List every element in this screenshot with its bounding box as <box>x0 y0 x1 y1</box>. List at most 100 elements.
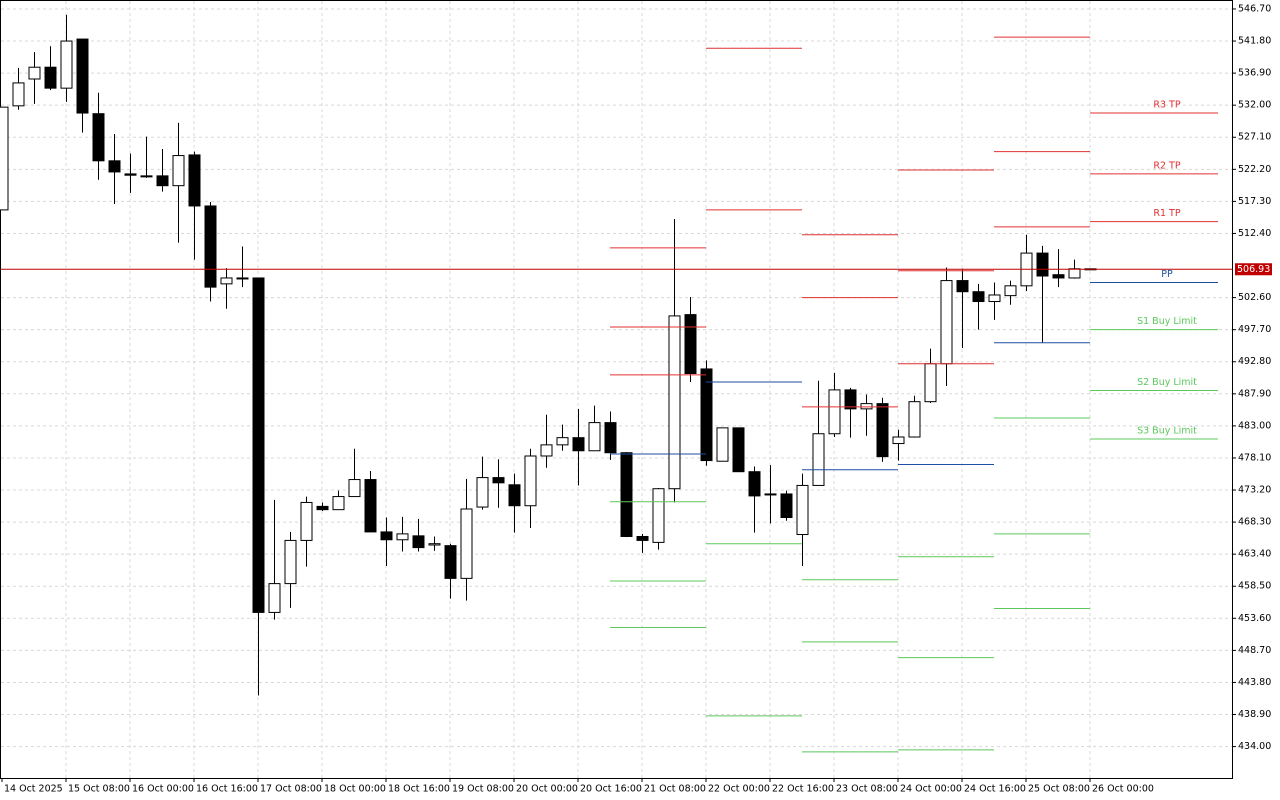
y-tick-label: 448.70 <box>1238 645 1271 656</box>
y-tick-label: 517.30 <box>1238 196 1271 207</box>
candle-body <box>476 477 489 508</box>
candle-body <box>988 294 1001 303</box>
candle-body <box>700 368 713 462</box>
candle-body <box>876 403 889 458</box>
x-tick-label: 22 Oct 00:00 <box>708 784 770 795</box>
candle-body <box>1052 274 1065 279</box>
candle-body <box>556 437 569 446</box>
candle-body <box>668 315 681 490</box>
plot-frame <box>0 0 1233 779</box>
candle-body <box>396 533 409 541</box>
candle-body <box>572 437 585 452</box>
y-tick-label: 497.70 <box>1238 324 1271 335</box>
candle-body <box>732 427 745 473</box>
candle-body <box>284 539 297 585</box>
y-tick-label: 546.70 <box>1238 3 1271 14</box>
candle-body <box>956 280 969 293</box>
candle-body <box>0 106 9 211</box>
candle-body <box>924 363 937 403</box>
candle-body <box>252 277 265 613</box>
y-tick-label: 492.80 <box>1238 356 1271 367</box>
candle-body <box>412 535 425 549</box>
candle-body <box>156 175 169 187</box>
y-tick-label: 502.60 <box>1238 292 1271 303</box>
candle-body <box>460 508 473 579</box>
candle-body <box>188 154 201 207</box>
x-tick-label: 22 Oct 16:00 <box>772 784 834 795</box>
candle-body <box>108 160 121 173</box>
candle-body <box>588 422 601 452</box>
candle-body <box>636 535 649 541</box>
x-tick-label: 19 Oct 08:00 <box>452 784 514 795</box>
candle-body <box>12 82 25 107</box>
candle-body <box>92 113 105 162</box>
x-tick-label: 17 Oct 08:00 <box>260 784 322 795</box>
current-price-tag <box>1235 263 1272 276</box>
candle-body <box>860 403 873 410</box>
candle-body <box>1068 268 1081 279</box>
x-tick-label: 24 Oct 00:00 <box>900 784 962 795</box>
x-tick-label: 26 Oct 00:00 <box>1092 784 1154 795</box>
x-tick-label: 24 Oct 16:00 <box>964 784 1026 795</box>
candle-body <box>508 484 521 507</box>
y-tick-label: 473.20 <box>1238 485 1271 496</box>
pivot-label: S3 Buy Limit <box>1137 425 1197 436</box>
y-tick-label: 483.00 <box>1238 420 1271 431</box>
candle-body <box>428 543 441 546</box>
candle-body <box>60 40 73 89</box>
pivot-label: S2 Buy Limit <box>1137 377 1197 388</box>
candle-body <box>620 452 633 537</box>
pivot-label: R1 TP <box>1153 208 1180 219</box>
x-tick-label: 16 Oct 00:00 <box>132 784 194 795</box>
candle-body <box>892 436 905 445</box>
y-tick-label: 512.40 <box>1238 228 1271 239</box>
x-tick-label: 15 Oct 08:00 <box>68 784 130 795</box>
y-tick-label: 478.10 <box>1238 452 1271 463</box>
y-tick-label: 468.30 <box>1238 517 1271 528</box>
candle-body <box>332 496 345 511</box>
y-tick-label: 522.20 <box>1238 164 1271 175</box>
pivot-label: S1 Buy Limit <box>1137 316 1197 327</box>
candle-body <box>1036 252 1049 277</box>
candle-body <box>44 66 57 89</box>
candle-body <box>76 38 89 114</box>
candle-body <box>300 501 313 541</box>
candle-body <box>492 477 505 484</box>
candle-body <box>1004 285 1017 297</box>
y-tick-label: 453.60 <box>1238 613 1271 624</box>
candle-body <box>348 479 361 498</box>
x-tick-label: 18 Oct 16:00 <box>388 784 450 795</box>
candle-body <box>364 479 377 533</box>
y-tick-label: 438.90 <box>1238 709 1271 720</box>
y-tick-label: 434.00 <box>1238 741 1271 752</box>
candle-body <box>172 155 185 187</box>
x-tick-label: 16 Oct 16:00 <box>196 784 258 795</box>
candle-body <box>844 389 857 410</box>
x-tick-label: 20 Oct 16:00 <box>580 784 642 795</box>
candle-body <box>812 433 825 486</box>
candle-body <box>28 66 41 80</box>
candle-body <box>652 488 665 543</box>
x-tick-label: 18 Oct 00:00 <box>324 784 386 795</box>
candle-body <box>716 427 729 462</box>
candle-body <box>316 505 329 511</box>
pivot-label: R3 TP <box>1153 100 1180 111</box>
current-price-label: 506.93 <box>1237 264 1270 275</box>
y-tick-label: 487.90 <box>1238 388 1271 399</box>
pivot-label: R2 TP <box>1153 160 1180 171</box>
candle-body <box>828 389 841 435</box>
candle-body <box>124 173 137 176</box>
candle-body <box>764 493 777 496</box>
y-tick-label: 536.90 <box>1238 68 1271 79</box>
candle-body <box>748 471 761 497</box>
candle-body <box>444 545 457 579</box>
x-tick-label: 14 Oct 2025 <box>4 784 63 795</box>
candle-body <box>140 175 153 178</box>
y-tick-label: 532.00 <box>1238 100 1271 111</box>
candle-body <box>236 277 249 280</box>
y-tick-label: 443.80 <box>1238 677 1271 688</box>
candle-body <box>268 583 281 613</box>
candle-body <box>780 493 793 519</box>
